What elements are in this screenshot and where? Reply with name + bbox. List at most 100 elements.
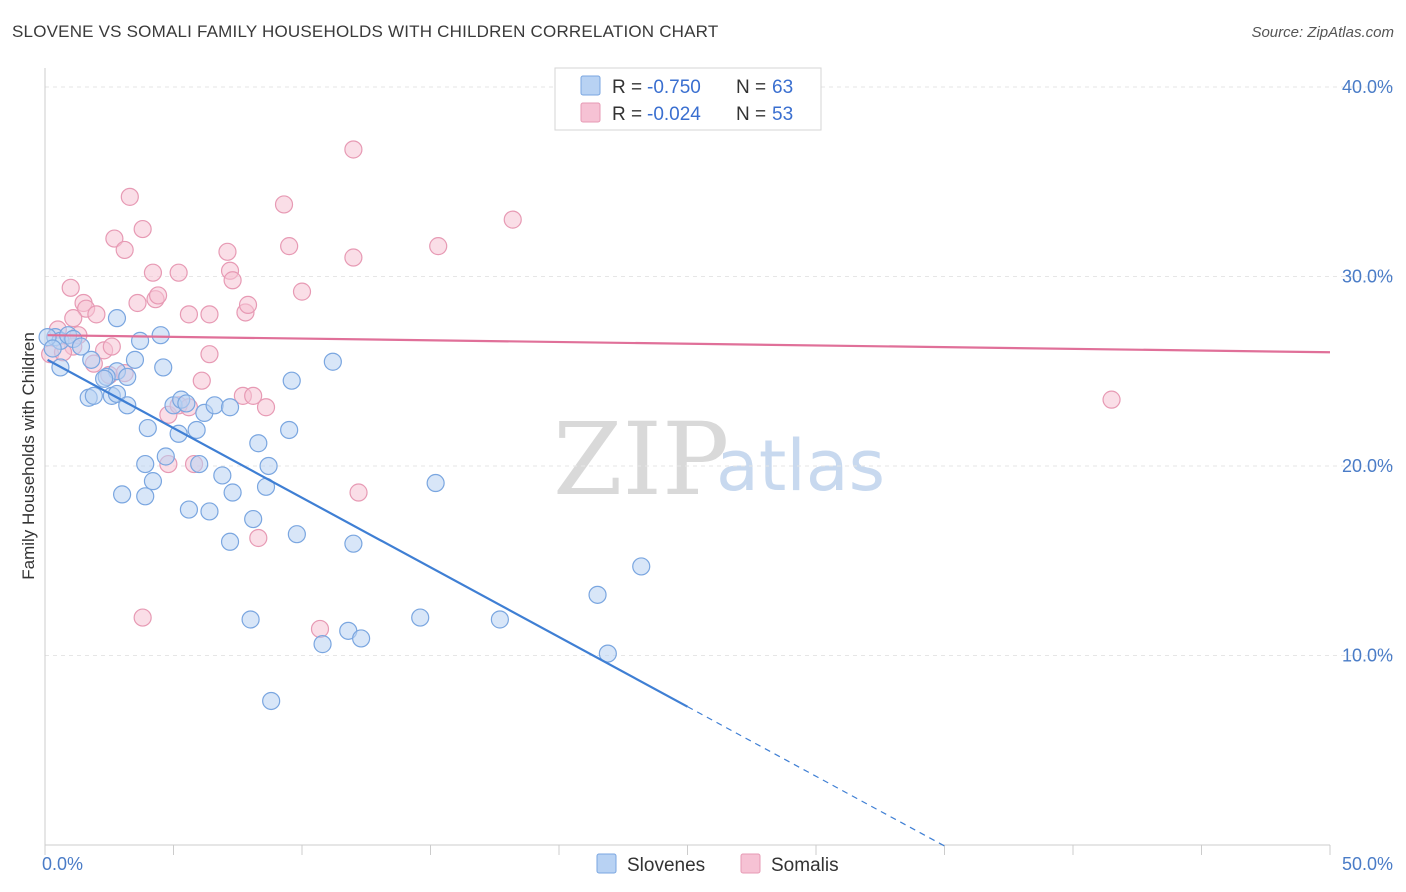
slovenes-point-62 — [95, 369, 114, 388]
slovenes-trendline — [47, 358, 689, 708]
slovenes-point-40 — [136, 487, 155, 506]
somalis-point-12 — [169, 263, 188, 282]
somalis-point-36 — [192, 371, 211, 390]
gridlines — [45, 86, 1395, 656]
source-credit: Source: ZipAtlas.com — [1251, 24, 1394, 41]
slovenes-point-27 — [187, 420, 206, 440]
chart-title: SLOVENE VS SOMALI FAMILY HOUSEHOLDS WITH… — [12, 22, 719, 41]
slovenes-point-21 — [177, 394, 196, 413]
somalis-trendline — [47, 334, 1331, 354]
slovenes-point-17 — [154, 358, 173, 377]
somalis-point-26 — [238, 295, 258, 314]
trendlines — [47, 334, 1331, 847]
somalis-point-8 — [280, 237, 299, 256]
y-tick-label-20: 20.0% — [1342, 456, 1393, 476]
somalis-point-47 — [133, 608, 152, 627]
bottom-legend-label-somalis: Somalis — [771, 855, 839, 876]
y-tick-label-40: 40.0% — [1342, 77, 1393, 97]
somalis-point-6 — [115, 240, 134, 260]
slovenes-point-25 — [138, 418, 157, 438]
somalis-point-11 — [143, 263, 163, 282]
slovenes-point-51 — [241, 610, 260, 629]
y-tick-labels: 10.0% 20.0% 30.0% 40.0% — [1342, 77, 1393, 666]
somalis-point-14 — [223, 271, 242, 290]
slovenes-point-47 — [344, 534, 363, 553]
slovenes-point-36 — [213, 466, 232, 485]
slovenes-point-35 — [143, 472, 163, 491]
slovenes-point-43 — [200, 502, 219, 521]
somalis-point-27 — [200, 305, 219, 324]
somalis-point-23 — [64, 309, 83, 328]
legend: R = -0.750 N = 63 R = -0.024 N = 53 — [554, 67, 822, 131]
slovenes-point-16 — [151, 326, 170, 345]
slovenes-point-56 — [313, 635, 332, 654]
somalis-point-0 — [344, 140, 363, 159]
somalis-point-7 — [218, 242, 237, 261]
bottom-legend-swatch-somalis — [740, 853, 761, 874]
legend-n-value-somalis: 53 — [772, 104, 793, 125]
legend-r-value-somalis: -0.024 — [647, 104, 701, 125]
legend-swatch-somalis — [580, 102, 601, 123]
somalis-point-19 — [128, 293, 147, 313]
slovenes-point-13 — [125, 350, 145, 369]
slovenes-point-39 — [112, 485, 132, 504]
slovenes-point-54 — [411, 608, 430, 627]
somalis-point-18 — [148, 286, 168, 305]
somalis-point-5 — [105, 229, 124, 248]
bottom-legend-swatch-slovenes — [596, 853, 617, 874]
slovenes-point-23 — [205, 396, 224, 415]
slovenes-point-24 — [220, 398, 240, 417]
somalis-point-32 — [200, 345, 219, 364]
somalis-point-45 — [349, 483, 368, 502]
somalis-point-15 — [61, 278, 80, 297]
slovenes-point-32 — [280, 420, 299, 440]
slovenes-point-31 — [249, 434, 268, 453]
slovenes-point-34 — [323, 352, 342, 371]
slovenes-point-14 — [130, 331, 150, 350]
bottom-legend: Slovenes Somalis — [596, 853, 839, 876]
legend-r-value-slovenes: -0.750 — [647, 77, 701, 98]
slovenes-point-8 — [84, 386, 103, 405]
slovenes-point-30 — [190, 454, 209, 474]
x-ticks — [44, 845, 1331, 855]
slovenes-point-57 — [598, 644, 617, 663]
slovenes-point-60 — [43, 339, 62, 358]
slovenes-point-15 — [107, 309, 127, 328]
x-tick-label-min: 0.0% — [42, 854, 83, 874]
legend-r-label-slovenes: R = — [612, 77, 642, 98]
slovenes-point-45 — [220, 532, 240, 551]
somalis-point-1 — [120, 187, 139, 206]
somalis-point-39 — [256, 398, 276, 417]
somalis-point-2 — [274, 195, 294, 214]
slovenes-point-50 — [632, 557, 651, 576]
slovenes-point-48 — [426, 473, 445, 493]
bottom-legend-label-slovenes: Slovenes — [627, 855, 705, 876]
somalis-point-46 — [249, 528, 268, 548]
somalis-points — [41, 140, 1121, 639]
slovenes-point-44 — [244, 509, 263, 529]
slovenes-point-58 — [262, 691, 281, 711]
legend-swatch-slovenes — [580, 75, 601, 96]
x-tick-label-max: 50.0% — [1342, 854, 1393, 874]
slovenes-point-46 — [287, 525, 306, 544]
y-axis-label: Family Households with Children — [19, 332, 38, 580]
slovenes-point-53 — [352, 629, 371, 648]
legend-n-label-slovenes: N = — [736, 77, 766, 98]
somalis-point-10 — [429, 237, 448, 256]
slovenes-trendline-extension — [687, 706, 945, 847]
slovenes-point-33 — [282, 371, 301, 390]
slovenes-point-42 — [179, 500, 199, 519]
slovenes-point-5 — [82, 350, 101, 369]
legend-r-label-somalis: R = — [612, 104, 642, 125]
slovenes-point-28 — [156, 447, 175, 466]
somalis-point-16 — [292, 282, 312, 301]
slovenes-point-55 — [490, 610, 509, 629]
somalis-point-51 — [102, 337, 121, 356]
somalis-point-38 — [244, 386, 263, 405]
slovenes-point-61 — [71, 337, 91, 356]
slovenes-point-41 — [259, 456, 278, 476]
slovenes-point-29 — [136, 454, 155, 474]
somalis-point-52 — [1102, 390, 1121, 409]
somalis-point-22 — [87, 305, 106, 324]
